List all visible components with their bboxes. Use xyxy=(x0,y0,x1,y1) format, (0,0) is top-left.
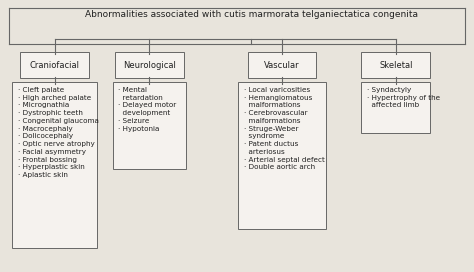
Text: · Syndactyly
· Hypertrophy of the
  affected limb: · Syndactyly · Hypertrophy of the affect… xyxy=(367,87,440,109)
FancyBboxPatch shape xyxy=(112,82,186,169)
FancyBboxPatch shape xyxy=(247,52,316,78)
Text: Abnormalities associated with cutis marmorata telganiectatica congenita: Abnormalities associated with cutis marm… xyxy=(85,10,418,20)
FancyBboxPatch shape xyxy=(238,82,326,229)
Text: Craniofacial: Craniofacial xyxy=(29,61,80,70)
Text: Vascular: Vascular xyxy=(264,61,300,70)
Text: · Mental
  retardation
· Delayed motor
  development
· Seizure
· Hypotonia: · Mental retardation · Delayed motor dev… xyxy=(118,87,176,132)
FancyBboxPatch shape xyxy=(115,52,184,78)
FancyBboxPatch shape xyxy=(361,82,430,132)
Text: Neurological: Neurological xyxy=(123,61,176,70)
Text: Skeletal: Skeletal xyxy=(379,61,412,70)
FancyBboxPatch shape xyxy=(12,82,97,248)
FancyBboxPatch shape xyxy=(361,52,430,78)
FancyBboxPatch shape xyxy=(20,52,89,78)
Text: · Cleft palate
· High arched palate
· Micrognathia
· Dystrophic teeth
· Congenit: · Cleft palate · High arched palate · Mi… xyxy=(18,87,99,178)
Text: · Local varicosities
· Hemangiomatous
  malformations
· Cerebrovascular
  malfor: · Local varicosities · Hemangiomatous ma… xyxy=(244,87,325,170)
